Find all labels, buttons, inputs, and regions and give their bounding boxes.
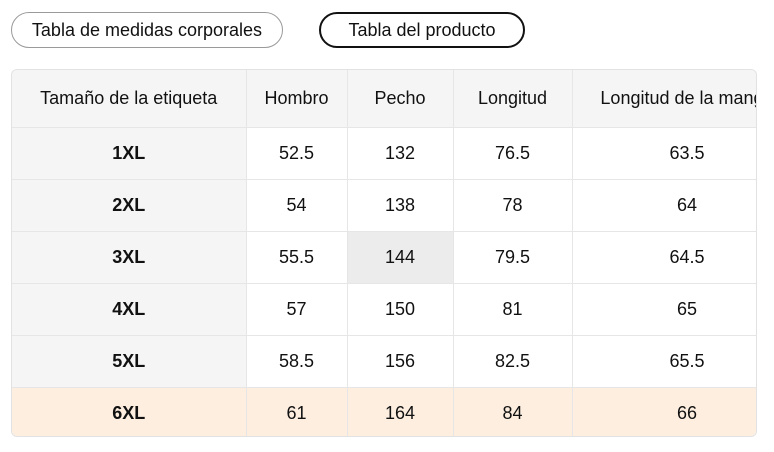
table-cell: 150 bbox=[347, 283, 454, 336]
table-cell: 138 bbox=[347, 179, 454, 232]
table-cell: 54 bbox=[246, 179, 348, 232]
tab[interactable]: Tabla de medidas corporales bbox=[11, 12, 283, 48]
table-cell: 57 bbox=[246, 283, 348, 336]
header-cell: Tamaño de la etiqueta bbox=[12, 70, 247, 128]
table-row: 4XL 57 150 81 65 bbox=[12, 283, 756, 336]
table-cell: 164 bbox=[347, 387, 454, 436]
table-cell: 63.5 bbox=[572, 127, 756, 180]
table-row: 5XL 58.5 156 82.5 65.5 bbox=[12, 335, 756, 388]
table-row: 2XL 54 138 78 64 bbox=[12, 179, 756, 232]
table-cell: 76.5 bbox=[453, 127, 573, 180]
table-row: 6XL 61 164 84 66 bbox=[12, 387, 756, 436]
table-cell: 58.5 bbox=[246, 335, 348, 388]
table-cell: 81 bbox=[453, 283, 573, 336]
table-cell: 144 bbox=[347, 231, 454, 284]
table-row: 1XL 52.5 132 76.5 63.5 bbox=[12, 127, 756, 180]
table: Tamaño de la etiqueta Hombro Pecho Longitud… bbox=[12, 70, 756, 436]
table-cell: 65 bbox=[572, 283, 756, 336]
size-label: 2XL bbox=[12, 179, 247, 232]
table-cell: 61 bbox=[246, 387, 348, 436]
table-cell: 82.5 bbox=[453, 335, 573, 388]
size-label: 5XL bbox=[12, 335, 247, 388]
header-cell: Longitud bbox=[453, 70, 573, 128]
tab[interactable]: Tabla del producto bbox=[319, 12, 525, 48]
table-cell: 64 bbox=[572, 179, 756, 232]
size-label: 6XL bbox=[12, 387, 247, 436]
header-row: Tamaño de la etiqueta Hombro Pecho Longitud… bbox=[12, 70, 756, 128]
table-cell: 52.5 bbox=[246, 127, 348, 180]
header-cell: Hombro bbox=[246, 70, 348, 128]
size-table: Tamaño de la etiqueta Hombro Pecho Longitud… bbox=[11, 69, 757, 437]
table-cell: 65.5 bbox=[572, 335, 756, 388]
table-cell: 55.5 bbox=[246, 231, 348, 284]
header-cell: Pecho bbox=[347, 70, 454, 128]
size-label: 3XL bbox=[12, 231, 247, 284]
table-cell: 79.5 bbox=[453, 231, 573, 284]
table-cell: 66 bbox=[572, 387, 756, 436]
table-cell: 64.5 bbox=[572, 231, 756, 284]
table-cell: 84 bbox=[453, 387, 573, 436]
size-label: 1XL bbox=[12, 127, 247, 180]
table-row: 3XL 55.5 144 79.5 64.5 bbox=[12, 231, 756, 284]
header-cell: Longitud de la manga bbox=[572, 70, 756, 128]
table-cell: 78 bbox=[453, 179, 573, 232]
size-label: 4XL bbox=[12, 283, 247, 336]
table-cell: 156 bbox=[347, 335, 454, 388]
table-cell: 132 bbox=[347, 127, 454, 180]
